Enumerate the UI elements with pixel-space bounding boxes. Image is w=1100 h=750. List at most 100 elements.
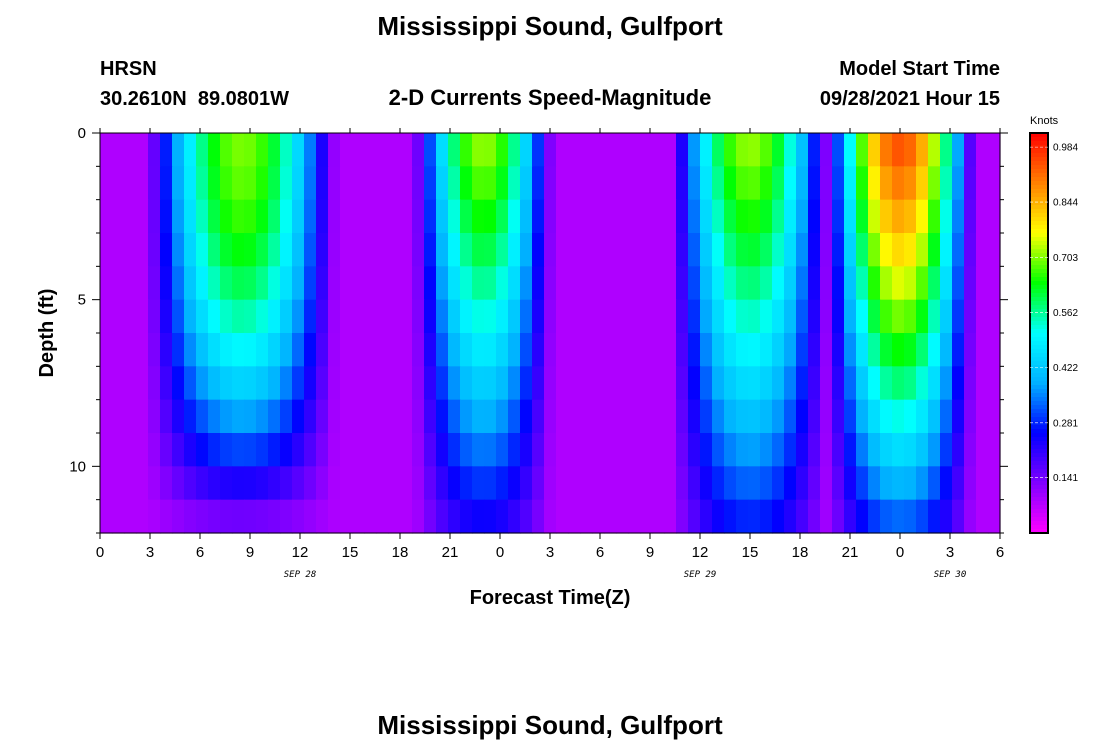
heatmap-cell: [760, 366, 773, 401]
colorbar-segment: [1030, 309, 1048, 314]
heatmap-cell: [676, 466, 689, 501]
heatmap-cell: [892, 133, 905, 167]
colorbar-segment: [1030, 221, 1048, 226]
heatmap-cell: [400, 233, 413, 267]
heatmap-cell: [304, 233, 317, 267]
heatmap-cell: [256, 199, 269, 234]
heatmap-cell: [208, 333, 221, 367]
colorbar-segment: [1030, 301, 1048, 306]
colorbar-segment: [1030, 441, 1048, 446]
colorbar-segment: [1030, 525, 1048, 530]
heatmap-cell: [556, 166, 569, 201]
heatmap-cell: [736, 166, 749, 201]
heatmap-cell: [988, 199, 1001, 234]
colorbar-segment: [1030, 421, 1048, 426]
heatmap-cell: [784, 399, 797, 434]
heatmap-cell: [340, 233, 353, 267]
heatmap-cell: [376, 233, 389, 267]
heatmap-cell: [328, 233, 341, 267]
heatmap-cell: [712, 466, 725, 501]
heatmap-cell: [700, 299, 713, 334]
heatmap-cell: [628, 433, 641, 467]
heatmap-cell: [952, 266, 965, 301]
heatmap-cell: [976, 499, 989, 534]
heatmap-cell: [712, 333, 725, 367]
heatmap-cell: [592, 233, 605, 267]
heatmap-cell: [928, 399, 941, 434]
heatmap-cell: [484, 399, 497, 434]
colorbar-segment: [1030, 501, 1048, 506]
heatmap-cell: [628, 299, 641, 334]
heatmap-cell: [652, 133, 665, 167]
heatmap-cell: [256, 166, 269, 201]
heatmap-cell: [652, 399, 665, 434]
heatmap-cell: [640, 166, 653, 201]
heatmap-cell: [964, 166, 977, 201]
colorbar-tick-label: 0.422: [1053, 363, 1078, 374]
heatmap-cell: [904, 399, 917, 434]
heatmap-cell: [364, 333, 377, 367]
colorbar-segment: [1030, 453, 1048, 458]
heatmap-cell: [916, 266, 929, 301]
heatmap-cell: [940, 266, 953, 301]
heatmap-cell: [244, 399, 257, 434]
colorbar-segment: [1030, 481, 1048, 486]
heatmap-cell: [472, 366, 485, 401]
heatmap-cell: [688, 499, 701, 534]
heatmap-cell: [460, 199, 473, 234]
colorbar-segment: [1030, 289, 1048, 294]
heatmap-cell: [472, 466, 485, 501]
heatmap-cell: [532, 233, 545, 267]
heatmap-cell: [676, 266, 689, 301]
heatmap-cell: [568, 333, 581, 367]
heatmap-cell: [688, 199, 701, 234]
heatmap-cell: [388, 199, 401, 234]
heatmap-cell: [808, 133, 821, 167]
heatmap-cell: [424, 199, 437, 234]
heatmap-cell: [796, 233, 809, 267]
heatmap-cell: [244, 266, 257, 301]
heatmap-cell: [964, 133, 977, 167]
heatmap-cell: [112, 233, 125, 267]
heatmap-cell: [784, 499, 797, 534]
colorbar-segment: [1030, 401, 1048, 406]
heatmap-cell: [580, 399, 593, 434]
colorbar-segment: [1030, 161, 1048, 166]
heatmap-cell: [988, 233, 1001, 267]
heatmap-cell: [244, 133, 257, 167]
heatmap-cell: [184, 233, 197, 267]
heatmap-cell: [664, 166, 677, 201]
heatmap-cell: [484, 266, 497, 301]
heatmap-cell: [892, 299, 905, 334]
heatmap-cell: [328, 266, 341, 301]
x-tick-label: 12: [292, 544, 309, 561]
heatmap-cell: [400, 133, 413, 167]
heatmap-cell: [652, 433, 665, 467]
heatmap-cell: [568, 266, 581, 301]
heatmap-cell: [316, 266, 329, 301]
heatmap-cell: [592, 366, 605, 401]
heatmap-cell: [592, 466, 605, 501]
heatmap-cell: [760, 299, 773, 334]
heatmap-cell: [160, 166, 173, 201]
heatmap-cell: [628, 499, 641, 534]
heatmap-cell: [448, 399, 461, 434]
colorbar-segment: [1030, 237, 1048, 242]
heatmap-cell: [688, 233, 701, 267]
heatmap-cell: [580, 299, 593, 334]
heatmap-cell: [256, 233, 269, 267]
heatmap-cell: [136, 166, 149, 201]
heatmap-cell: [664, 499, 677, 534]
heatmap-cell: [892, 333, 905, 367]
heatmap-cell: [916, 466, 929, 501]
heatmap-cell: [496, 333, 509, 367]
colorbar-segment: [1030, 225, 1048, 230]
colorbar-segment: [1030, 429, 1048, 434]
heatmap-cell: [520, 266, 533, 301]
heatmap-cell: [952, 333, 965, 367]
heatmap-cell: [940, 133, 953, 167]
heatmap-cell: [124, 299, 137, 334]
heatmap-cell: [964, 433, 977, 467]
heatmap-cell: [832, 433, 845, 467]
heatmap-cell: [520, 133, 533, 167]
